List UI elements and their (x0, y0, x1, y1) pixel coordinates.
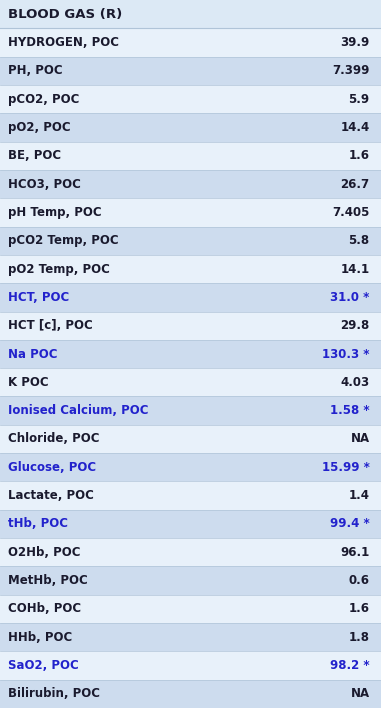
Bar (0, 198, 381, 227)
Text: BLOOD GAS (R): BLOOD GAS (R) (8, 8, 122, 21)
Text: HCT [c], POC: HCT [c], POC (8, 319, 92, 332)
Text: pCO2, POC: pCO2, POC (8, 93, 79, 105)
Text: Glucose, POC: Glucose, POC (8, 461, 96, 474)
Text: 14.4: 14.4 (340, 121, 370, 134)
Bar (0, 113, 381, 142)
Bar (0, 623, 381, 651)
Text: NA: NA (351, 433, 370, 445)
Bar (0, 680, 381, 708)
Text: Bilirubin, POC: Bilirubin, POC (8, 687, 99, 700)
Text: pO2, POC: pO2, POC (8, 121, 70, 134)
Text: 5.8: 5.8 (349, 234, 370, 247)
Bar (0, 510, 381, 538)
Bar (0, 340, 381, 368)
Bar (0, 85, 381, 113)
Text: HYDROGEN, POC: HYDROGEN, POC (8, 36, 118, 49)
Text: 14.1: 14.1 (341, 263, 370, 275)
Bar (0, 566, 381, 595)
Text: HCT, POC: HCT, POC (8, 291, 69, 304)
Bar (0, 425, 381, 453)
Text: 99.4 *: 99.4 * (330, 518, 370, 530)
Text: 1.8: 1.8 (349, 631, 370, 644)
Bar (0, 396, 381, 425)
Bar (0, 368, 381, 396)
Text: 29.8: 29.8 (340, 319, 370, 332)
Text: pH Temp, POC: pH Temp, POC (8, 206, 101, 219)
Bar (0, 595, 381, 623)
Text: 7.405: 7.405 (332, 206, 370, 219)
Text: 7.399: 7.399 (332, 64, 370, 77)
Text: 4.03: 4.03 (341, 376, 370, 389)
Text: 96.1: 96.1 (340, 546, 370, 559)
Text: 31.0 *: 31.0 * (330, 291, 370, 304)
Bar (0, 312, 381, 340)
Bar (0, 28, 381, 57)
Text: 26.7: 26.7 (341, 178, 370, 190)
Text: Ionised Calcium, POC: Ionised Calcium, POC (8, 404, 148, 417)
Text: COHb, POC: COHb, POC (8, 603, 81, 615)
Text: SaO2, POC: SaO2, POC (8, 659, 78, 672)
Text: Na POC: Na POC (8, 348, 57, 360)
Text: 1.58 *: 1.58 * (330, 404, 370, 417)
Bar (0, 170, 381, 198)
Text: 0.6: 0.6 (349, 574, 370, 587)
Text: 15.99 *: 15.99 * (322, 461, 370, 474)
Bar (0, 453, 381, 481)
Bar (0, 283, 381, 312)
Text: HCO3, POC: HCO3, POC (8, 178, 80, 190)
Text: 1.6: 1.6 (349, 149, 370, 162)
Text: Lactate, POC: Lactate, POC (8, 489, 93, 502)
Text: 1.6: 1.6 (349, 603, 370, 615)
Text: BE, POC: BE, POC (8, 149, 61, 162)
Text: MetHb, POC: MetHb, POC (8, 574, 87, 587)
Bar (0, 227, 381, 255)
Text: NA: NA (351, 687, 370, 700)
Bar (0, 538, 381, 566)
Text: Chloride, POC: Chloride, POC (8, 433, 99, 445)
Text: K POC: K POC (8, 376, 48, 389)
Bar (0, 651, 381, 680)
Text: HHb, POC: HHb, POC (8, 631, 72, 644)
Bar (0, 481, 381, 510)
Text: 5.9: 5.9 (349, 93, 370, 105)
Text: tHb, POC: tHb, POC (8, 518, 67, 530)
Text: pCO2 Temp, POC: pCO2 Temp, POC (8, 234, 118, 247)
Text: 39.9: 39.9 (340, 36, 370, 49)
Text: PH, POC: PH, POC (8, 64, 62, 77)
Text: pO2 Temp, POC: pO2 Temp, POC (8, 263, 109, 275)
Text: 98.2 *: 98.2 * (330, 659, 370, 672)
Text: O2Hb, POC: O2Hb, POC (8, 546, 80, 559)
Text: 1.4: 1.4 (349, 489, 370, 502)
Bar (0, 142, 381, 170)
Bar (0, 57, 381, 85)
Bar (0, 255, 381, 283)
Text: 130.3 *: 130.3 * (322, 348, 370, 360)
Bar (0, 0, 381, 28)
